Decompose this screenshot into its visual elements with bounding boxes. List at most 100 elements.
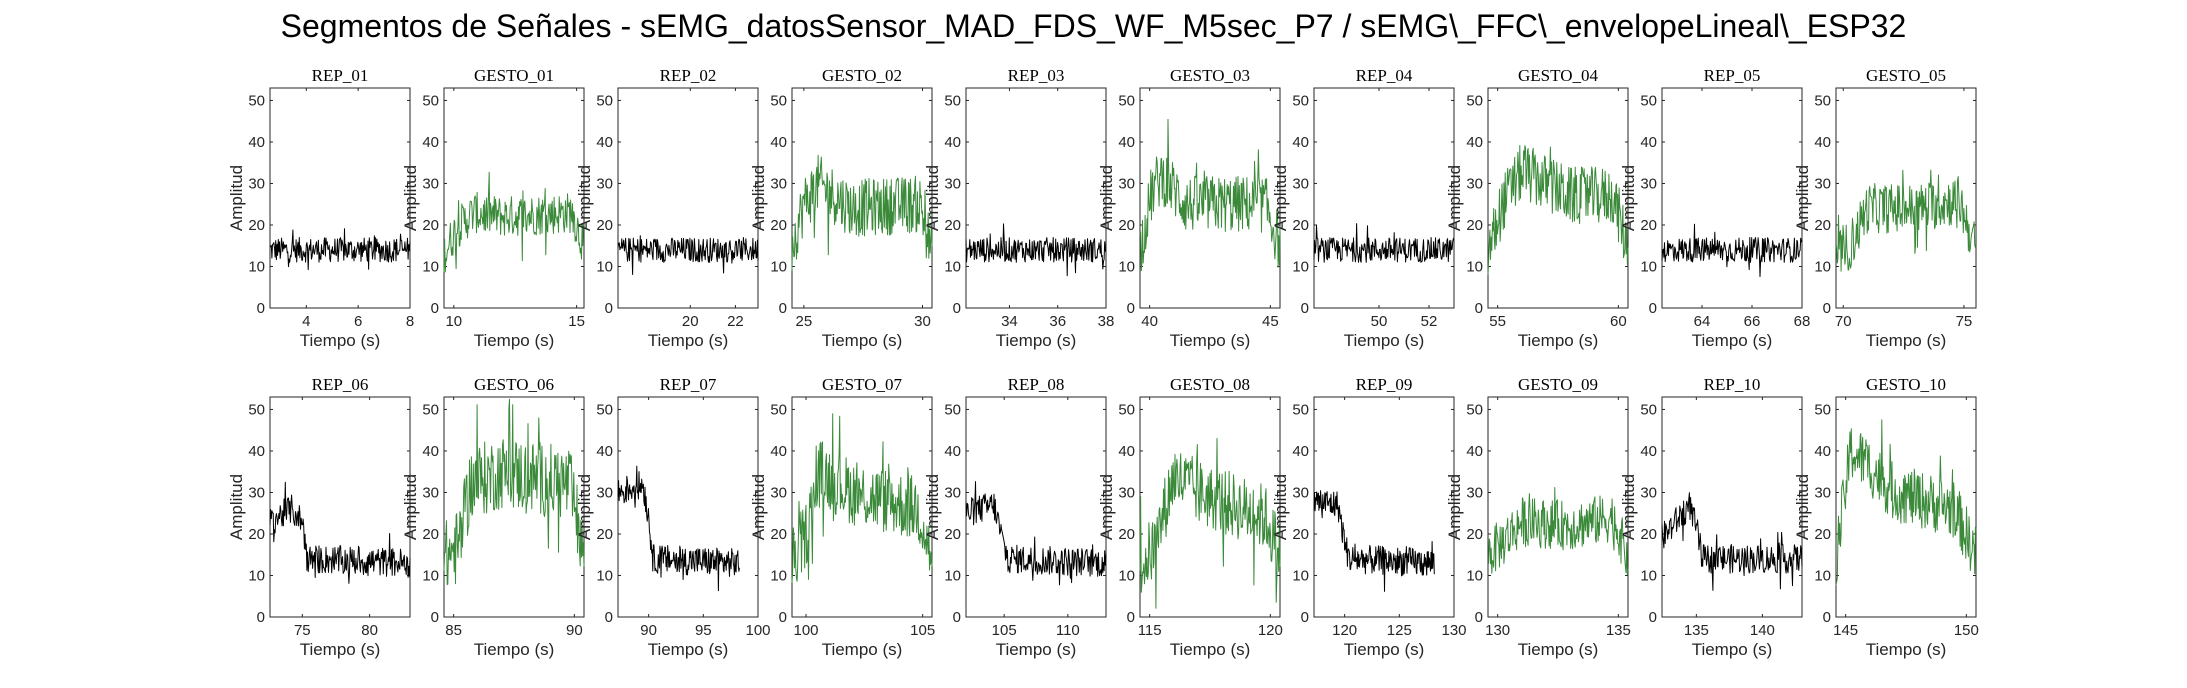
x-axis-label: Tiempo (s) xyxy=(1866,640,1947,659)
y-tick-label: 10 xyxy=(422,567,439,584)
y-tick-label: 10 xyxy=(1466,567,1483,584)
y-tick-label: 20 xyxy=(1640,217,1657,234)
y-tick-label: 40 xyxy=(770,443,787,460)
signal-line-gesto xyxy=(1835,169,1977,272)
x-axis-label: Tiempo (s) xyxy=(1170,331,1251,350)
y-tick-label: 50 xyxy=(1118,401,1135,418)
y-tick-label: 30 xyxy=(596,175,613,192)
x-axis-label: Tiempo (s) xyxy=(822,640,903,659)
y-tick-label: 0 xyxy=(1127,609,1135,626)
y-tick-label: 20 xyxy=(1814,217,1831,234)
y-tick-label: 30 xyxy=(944,484,961,501)
axes-box xyxy=(965,87,1107,309)
signal-line-gesto xyxy=(443,398,585,586)
signal-line-gesto xyxy=(791,154,933,271)
y-tick-label: 10 xyxy=(944,258,961,275)
y-axis-label: Amplitud xyxy=(1619,474,1638,540)
y-axis-label: Amplitud xyxy=(1619,165,1638,231)
y-axis-label: Amplitud xyxy=(1271,474,1290,540)
y-tick-label: 30 xyxy=(422,484,439,501)
y-tick-label: 0 xyxy=(1475,300,1483,317)
x-tick-label: 22 xyxy=(727,313,744,330)
x-tick-label: 135 xyxy=(1606,622,1631,639)
x-tick-label: 20 xyxy=(682,313,699,330)
x-tick-label: 85 xyxy=(445,622,462,639)
y-tick-label: 50 xyxy=(944,92,961,109)
x-tick-label: 135 xyxy=(1684,622,1709,639)
signal-line-gesto xyxy=(1835,419,1977,586)
y-tick-label: 30 xyxy=(422,175,439,192)
y-tick-label: 20 xyxy=(1466,217,1483,234)
x-axis-label: Tiempo (s) xyxy=(996,331,1077,350)
y-tick-label: 50 xyxy=(1118,92,1135,109)
y-tick-label: 40 xyxy=(1292,443,1309,460)
subplot-rep-02: 0 10 20 30 40 50 20 22 REP_02 Tiempo (s) Amplitud xyxy=(575,66,759,350)
x-tick-label: 100 xyxy=(793,622,818,639)
subplot-rep-06: 0 10 20 30 40 50 75 80 REP_06 Tiempo (s) Amplitud xyxy=(227,375,411,659)
x-tick-label: 105 xyxy=(910,622,935,639)
signal-line-gesto xyxy=(1139,438,1281,609)
y-tick-label: 40 xyxy=(1292,134,1309,151)
y-tick-label: 30 xyxy=(770,175,787,192)
subplot-gesto-05: 0 10 20 30 40 50 70 75 GESTO_05 Tiempo (s) Amplitu… xyxy=(1793,66,1977,350)
y-tick-label: 10 xyxy=(1466,258,1483,275)
y-tick-label: 10 xyxy=(1118,567,1135,584)
x-tick-label: 95 xyxy=(695,622,712,639)
y-axis-label: Amplitud xyxy=(749,474,768,540)
y-tick-label: 0 xyxy=(779,300,787,317)
subplot-title: REP_06 xyxy=(312,375,369,394)
x-tick-label: 66 xyxy=(1744,313,1761,330)
signal-line-rep xyxy=(1313,223,1455,263)
x-axis-label: Tiempo (s) xyxy=(1692,331,1773,350)
y-tick-label: 0 xyxy=(1649,300,1657,317)
subplot-title: GESTO_04 xyxy=(1518,66,1598,85)
y-axis-label: Amplitud xyxy=(1793,165,1812,231)
y-tick-label: 30 xyxy=(1118,484,1135,501)
subplot-title: REP_09 xyxy=(1356,375,1413,394)
signal-line-rep xyxy=(965,223,1107,277)
subplot-rep-08: 0 10 20 30 40 50 105 110 REP_08 Tiempo (s) Amplitu… xyxy=(923,375,1107,659)
y-tick-label: 0 xyxy=(779,609,787,626)
y-tick-label: 20 xyxy=(1118,526,1135,543)
y-tick-label: 50 xyxy=(1466,92,1483,109)
y-tick-label: 30 xyxy=(944,175,961,192)
y-tick-label: 40 xyxy=(770,134,787,151)
x-axis-label: Tiempo (s) xyxy=(1518,640,1599,659)
subplot-title: REP_08 xyxy=(1008,375,1065,394)
subplot-rep-01: 0 10 20 30 40 50 4 6 8 REP_01 Tiempo (s) Amplitud xyxy=(227,66,414,350)
y-tick-label: 40 xyxy=(1814,443,1831,460)
y-tick-label: 20 xyxy=(944,526,961,543)
x-tick-label: 90 xyxy=(566,622,583,639)
axes-box xyxy=(1661,396,1803,618)
y-tick-label: 0 xyxy=(1823,609,1831,626)
y-tick-label: 30 xyxy=(1292,175,1309,192)
axes-box xyxy=(617,396,759,618)
subplot-title: GESTO_06 xyxy=(474,375,554,394)
x-tick-label: 10 xyxy=(445,313,462,330)
y-tick-label: 40 xyxy=(596,443,613,460)
x-tick-label: 25 xyxy=(796,313,813,330)
x-tick-label: 75 xyxy=(294,622,311,639)
y-tick-label: 0 xyxy=(953,300,961,317)
y-axis-label: Amplitud xyxy=(401,474,420,540)
x-tick-label: 55 xyxy=(1489,313,1506,330)
y-tick-label: 50 xyxy=(596,92,613,109)
x-tick-label: 120 xyxy=(1258,622,1283,639)
x-tick-label: 68 xyxy=(1794,313,1811,330)
y-tick-label: 40 xyxy=(1118,443,1135,460)
x-axis-label: Tiempo (s) xyxy=(300,331,381,350)
x-tick-label: 80 xyxy=(361,622,378,639)
figure-title: Segmentos de Señales - sEMG_datosSensor_… xyxy=(280,8,1907,44)
x-tick-label: 15 xyxy=(568,313,585,330)
x-tick-label: 110 xyxy=(1056,622,1080,639)
x-tick-label: 125 xyxy=(1387,622,1412,639)
subplot-gesto-03: 0 10 20 30 40 50 40 45 GESTO_03 Tiempo (s) Amplitu… xyxy=(1097,66,1281,350)
y-tick-label: 40 xyxy=(1118,134,1135,151)
y-tick-label: 10 xyxy=(1292,567,1309,584)
y-axis-label: Amplitud xyxy=(575,165,594,231)
y-tick-label: 0 xyxy=(605,300,613,317)
x-tick-label: 120 xyxy=(1332,622,1357,639)
x-axis-label: Tiempo (s) xyxy=(822,331,903,350)
y-tick-label: 50 xyxy=(770,92,787,109)
